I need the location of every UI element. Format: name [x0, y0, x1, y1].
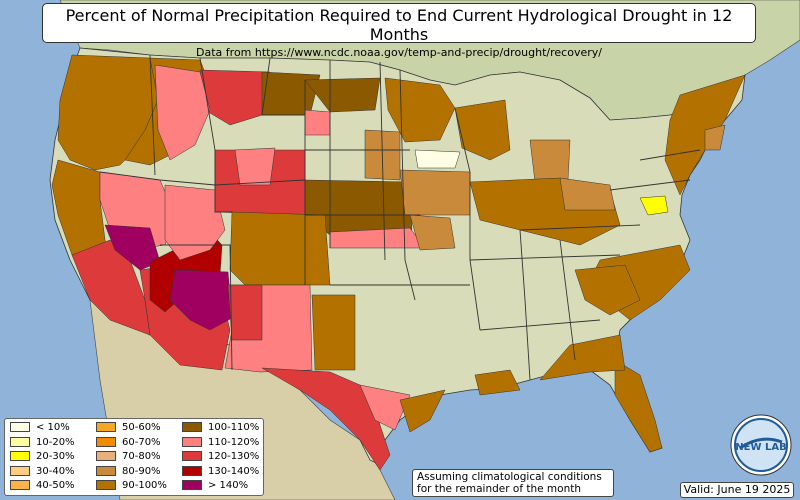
legend-swatch — [10, 436, 30, 447]
newlab-logo: NEW LAB — [730, 414, 792, 476]
region-southeast — [539, 334, 626, 381]
region-carolinas — [574, 264, 641, 316]
region-michigan — [454, 99, 511, 161]
legend-swatch — [96, 436, 116, 447]
region-montana-east — [261, 71, 321, 116]
legend-item: 70-80% — [96, 451, 161, 462]
legend-swatch — [96, 422, 116, 432]
map-subtitle: Data from https://www.ncdc.noaa.gov/temp… — [196, 46, 602, 59]
note-line-1: Assuming climatological conditions — [417, 471, 602, 483]
legend-item: 30-40% — [10, 465, 75, 477]
legend-item: 120-130% — [182, 451, 259, 462]
region-missouri — [409, 214, 456, 251]
legend-swatch — [182, 480, 202, 490]
region-louisiana — [474, 369, 521, 396]
legend-label: 110-120% — [208, 436, 260, 448]
region-illinois — [399, 169, 471, 216]
region-colorado-south — [229, 211, 331, 286]
region-dakotas — [304, 77, 381, 113]
legend: < 10% 10-20% 20-30% 30-40% 40-50% 50-60% 60-70… — [4, 418, 264, 496]
region-arizona-magenta — [169, 269, 233, 331]
legend-item: < 10% — [10, 422, 70, 433]
legend-label: 130-140% — [208, 465, 260, 477]
legend-label: 30-40% — [36, 465, 75, 477]
legend-label: 20-30% — [36, 451, 75, 462]
assumption-note: Assuming climatological conditions for t… — [412, 469, 614, 497]
region-gulf-coast — [399, 389, 446, 433]
legend-item: 60-70% — [96, 436, 161, 448]
region-indiana-low — [414, 149, 461, 169]
legend-swatch — [182, 436, 202, 447]
legend-swatch — [182, 451, 202, 461]
region-mid-atlantic — [559, 177, 616, 211]
legend-label: 40-50% — [36, 480, 75, 491]
legend-label: 60-70% — [122, 436, 161, 448]
region-idaho-south — [154, 64, 211, 161]
legend-swatch — [96, 451, 116, 461]
region-new-england — [704, 124, 726, 151]
legend-swatch — [96, 465, 116, 476]
legend-label: 80-90% — [122, 465, 161, 477]
legend-item: > 140% — [182, 480, 248, 491]
map-title: Percent of Normal Precipitation Required… — [65, 6, 733, 44]
legend-label: < 10% — [36, 422, 70, 433]
legend-swatch — [10, 422, 30, 432]
legend-swatch — [182, 422, 202, 432]
region-south-dakota — [304, 109, 331, 136]
legend-item: 90-100% — [96, 480, 167, 491]
region-maryland — [639, 195, 669, 216]
legend-item: 20-30% — [10, 451, 75, 462]
legend-item: 130-140% — [182, 465, 260, 477]
legend-label: > 140% — [208, 480, 249, 491]
state-lines — [99, 54, 701, 381]
region-new-mexico-east — [311, 294, 356, 371]
legend-label: 120-130% — [208, 451, 260, 462]
legend-item: 110-120% — [182, 436, 260, 448]
legend-item: 10-20% — [10, 436, 75, 448]
legend-label: 70-80% — [122, 451, 161, 462]
valid-date: Valid: June 19 2025 — [680, 482, 794, 498]
region-upper-midwest — [384, 77, 456, 143]
legend-item: 50-60% — [96, 422, 161, 433]
region-new-mexico-red — [227, 284, 263, 341]
note-line-2: for the remainder of the month — [417, 483, 582, 495]
region-colorado-salmon — [234, 147, 276, 186]
legend-swatch — [10, 465, 30, 476]
region-lower-michigan — [529, 139, 571, 183]
legend-label: 90-100% — [122, 480, 167, 491]
legend-swatch — [96, 480, 116, 490]
title-box: Percent of Normal Precipitation Required… — [42, 3, 756, 59]
legend-label: 50-60% — [122, 422, 161, 433]
legend-item: 40-50% — [10, 480, 75, 491]
legend-item: 80-90% — [96, 465, 161, 477]
legend-item: 100-110% — [182, 422, 259, 433]
region-florida — [614, 359, 663, 453]
legend-swatch — [10, 480, 30, 490]
legend-swatch — [10, 451, 30, 461]
region-central-texas — [359, 384, 411, 431]
legend-label: 10-20% — [36, 436, 75, 448]
legend-label: 100-110% — [208, 422, 260, 433]
legend-swatch — [182, 465, 202, 476]
logo-text: NEW LAB — [735, 442, 786, 453]
region-west-texas — [261, 367, 391, 471]
